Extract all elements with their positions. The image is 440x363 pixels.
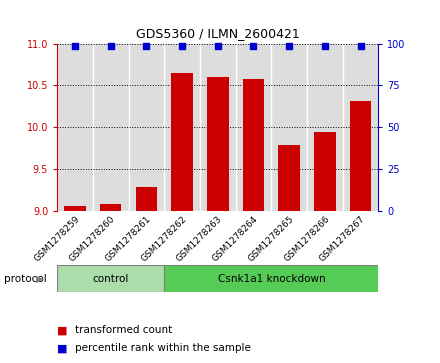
Text: GSM1278263: GSM1278263 (175, 214, 224, 263)
Text: ▶: ▶ (36, 274, 44, 284)
Bar (164, 44, 200, 211)
Text: GSM1278265: GSM1278265 (246, 214, 296, 263)
Text: protocol: protocol (4, 274, 47, 284)
Point (286, 43, 293, 49)
Bar (207, 77, 228, 211)
Point (214, 43, 221, 49)
Bar (236, 44, 271, 211)
Point (143, 43, 150, 49)
Bar (307, 44, 343, 211)
Bar (271, 44, 307, 211)
Text: GSM1278262: GSM1278262 (139, 214, 188, 263)
Point (357, 43, 364, 49)
Point (179, 43, 186, 49)
Point (250, 43, 257, 49)
Bar (164, 265, 378, 292)
Bar (128, 44, 164, 211)
Bar (200, 44, 236, 211)
Text: control: control (92, 274, 129, 284)
Text: percentile rank within the sample: percentile rank within the sample (75, 343, 251, 354)
Point (72, 43, 79, 49)
Bar (57, 44, 93, 211)
Text: Csnk1a1 knockdown: Csnk1a1 knockdown (217, 274, 325, 284)
Bar (343, 44, 378, 211)
Bar (136, 187, 157, 211)
Bar (64, 206, 86, 211)
Text: ■: ■ (57, 325, 68, 335)
Bar (279, 144, 300, 211)
Bar (172, 73, 193, 211)
Bar (350, 101, 371, 211)
Bar (243, 79, 264, 211)
Text: GSM1278261: GSM1278261 (104, 214, 153, 263)
Text: GSM1278259: GSM1278259 (32, 214, 81, 263)
Text: GSM1278260: GSM1278260 (68, 214, 117, 263)
Text: transformed count: transformed count (75, 325, 172, 335)
Point (107, 43, 114, 49)
Text: GSM1278267: GSM1278267 (318, 214, 367, 263)
Text: GSM1278264: GSM1278264 (211, 214, 260, 263)
Bar (314, 132, 336, 211)
Bar (100, 204, 121, 211)
Text: GSM1278266: GSM1278266 (282, 214, 331, 263)
Title: GDS5360 / ILMN_2600421: GDS5360 / ILMN_2600421 (136, 26, 300, 40)
Point (321, 43, 328, 49)
Bar (57, 265, 164, 292)
Bar (93, 44, 128, 211)
Text: ■: ■ (57, 343, 68, 354)
